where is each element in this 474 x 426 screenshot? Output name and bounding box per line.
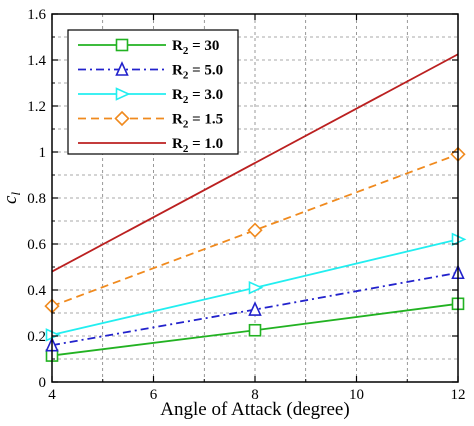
y-axis-label-sub: l [8, 192, 23, 196]
y-tick-label: 1.2 [27, 99, 46, 115]
square-marker [248, 323, 262, 337]
x-tick-label: 12 [451, 387, 466, 403]
legend-entry: R2 = 30 [172, 38, 219, 57]
legend-entry: R2 = 5.0 [172, 63, 223, 82]
legend-entry-sub: 2 [183, 94, 189, 106]
legend-entry-rest: = 5.0 [188, 63, 223, 79]
square-marker [115, 38, 129, 52]
series-line-4 [51, 53, 459, 273]
y-axis-label: cl [0, 192, 23, 204]
legend-entry-sub: 2 [183, 143, 189, 155]
x-tick-label: 6 [150, 387, 158, 403]
y-tick-label: 1.4 [27, 53, 46, 69]
y-axis-label-main: c [0, 195, 21, 204]
legend-entry-main: R [172, 87, 183, 103]
triangle-right-marker [115, 87, 131, 101]
legend-entry-rest: = 1.5 [188, 112, 223, 128]
y-tick-label: 0.2 [27, 329, 46, 345]
legend-entry: R2 = 1.0 [172, 136, 223, 155]
x-tick-label: 8 [251, 387, 259, 403]
y-tick-label: 0.6 [27, 237, 46, 253]
x-axis-label: Angle of Attack (degree) [160, 399, 349, 420]
legend-entry-rest: = 1.0 [188, 136, 223, 152]
legend-entry: R2 = 3.0 [172, 87, 223, 106]
x-tick-label: 4 [48, 387, 56, 403]
legend-entry-rest: = 30 [188, 38, 219, 54]
y-tick-label: 1 [39, 145, 47, 161]
legend-entry-main: R [172, 63, 183, 79]
legend-box [67, 29, 239, 155]
legend-entry-sub: 2 [183, 70, 189, 82]
series-line-1 [51, 271, 459, 347]
y-tick-label: 0.4 [27, 283, 46, 299]
legend-entry-rest: = 3.0 [188, 87, 223, 103]
y-tick-label: 0 [39, 375, 47, 391]
diamond-marker [114, 110, 130, 127]
series-line-3 [51, 153, 459, 307]
legend-entry-sub: 2 [183, 119, 189, 131]
legend-entry: R2 = 1.5 [172, 112, 223, 131]
x-tick-label: 10 [349, 387, 364, 403]
triangle-marker [115, 61, 129, 76]
legend-entry-sub: 2 [183, 45, 189, 57]
triangle-marker [248, 301, 262, 316]
legend-entry-main: R [172, 38, 183, 54]
axis-ticks: 4 6 8 10 12 0 0.2 0.4 0.6 0.8 1 1.2 1.4 1.6 [27, 7, 465, 403]
series-lines [51, 53, 459, 357]
y-tick-label: 0.8 [27, 191, 46, 207]
diamond-marker [247, 222, 263, 238]
y-tick-label: 1.6 [27, 7, 46, 23]
triangle-right-marker [248, 280, 264, 295]
legend-entry-main: R [172, 136, 183, 152]
legend-entry-main: R [172, 112, 183, 128]
